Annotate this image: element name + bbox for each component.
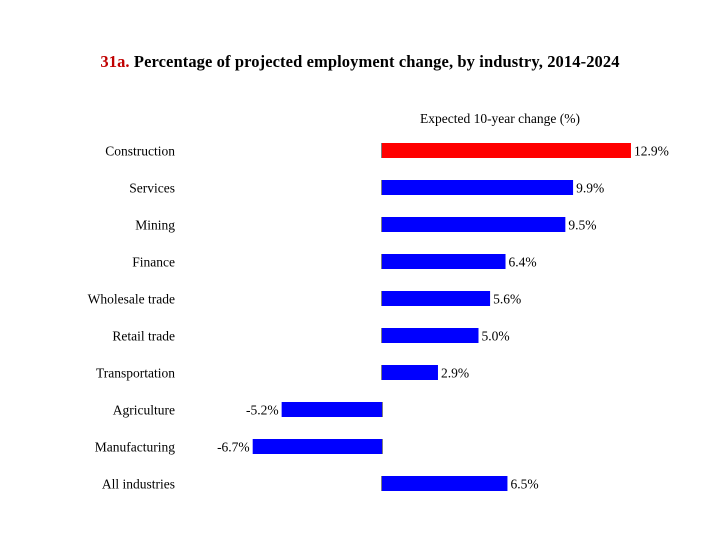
category-label-manufacturing: Manufacturing	[95, 440, 175, 455]
bar-agriculture	[281, 402, 382, 417]
value-label-retail-trade: 5.0%	[482, 329, 510, 344]
bars-group: Construction 12.9% Services 9.9% Mining 9.5% F…	[88, 143, 669, 492]
axis-label: Expected 10-year change (%)	[420, 111, 580, 126]
category-label-construction: Construction	[105, 144, 175, 159]
chart-title: 31a. Percentage of projected employment …	[0, 52, 720, 72]
bar-all-industries	[382, 476, 508, 491]
category-label-all-industries: All industries	[102, 477, 175, 492]
value-label-mining: 9.5%	[568, 218, 596, 233]
value-label-wholesale-trade: 5.6%	[493, 292, 521, 307]
bar-wholesale-trade	[382, 291, 491, 306]
category-label-wholesale-trade: Wholesale trade	[88, 292, 175, 307]
category-label-services: Services	[129, 181, 175, 196]
bar-finance	[382, 254, 506, 269]
chart-title-number: 31a.	[100, 52, 130, 71]
bar-manufacturing	[252, 439, 382, 454]
value-label-services: 9.9%	[576, 181, 604, 196]
bar-transportation	[382, 365, 438, 380]
category-label-finance: Finance	[132, 255, 175, 270]
category-label-retail-trade: Retail trade	[112, 329, 175, 344]
value-label-construction: 12.9%	[634, 144, 669, 159]
category-label-agriculture: Agriculture	[113, 403, 175, 418]
bar-retail-trade	[382, 328, 479, 343]
bar-mining	[382, 217, 566, 232]
value-label-all-industries: 6.5%	[510, 477, 538, 492]
category-label-mining: Mining	[135, 218, 175, 233]
value-label-agriculture: -5.2%	[246, 403, 279, 418]
value-label-transportation: 2.9%	[441, 366, 469, 381]
bar-construction	[382, 143, 631, 158]
value-label-manufacturing: -6.7%	[217, 440, 250, 455]
bar-services	[382, 180, 574, 195]
chart-title-text: Percentage of projected employment chang…	[133, 52, 620, 71]
value-label-finance: 6.4%	[509, 255, 537, 270]
category-label-transportation: Transportation	[96, 366, 175, 381]
